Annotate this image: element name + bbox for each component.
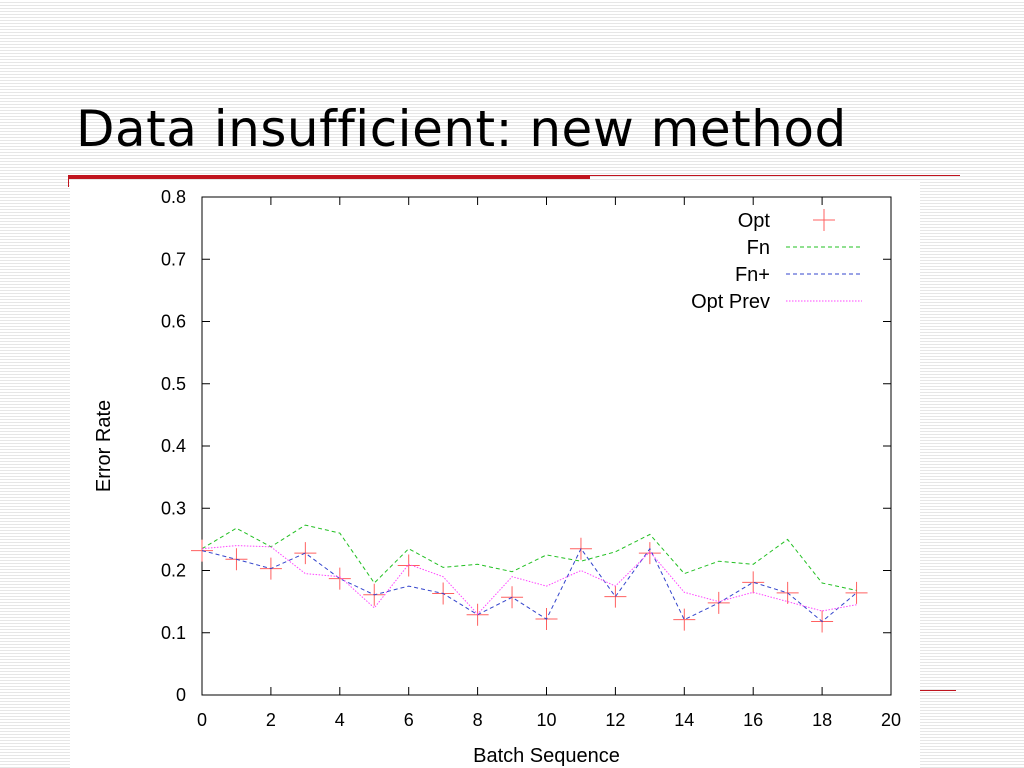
opt-point xyxy=(328,567,351,590)
bottom-accent-rule xyxy=(920,690,956,691)
x-tick-label: 12 xyxy=(605,710,625,730)
legend: Opt Fn Fn+ Opt Prev xyxy=(691,209,862,313)
title-underline-thin-rule xyxy=(590,175,960,176)
x-tick-label: 4 xyxy=(335,710,345,730)
y-tick-label: 0.4 xyxy=(161,436,186,456)
x-tick-label: 18 xyxy=(812,710,832,730)
x-axis: 0 2 4 6 8 10 12 14 16 18 20 xyxy=(197,197,901,730)
series-layer xyxy=(191,524,868,633)
y-tick-label: 0.7 xyxy=(161,249,186,269)
x-tick-label: 10 xyxy=(536,710,556,730)
opt-point xyxy=(742,571,765,594)
title-rule-tick xyxy=(68,175,69,187)
opt-prev-line xyxy=(201,545,857,615)
opt-point xyxy=(397,554,420,577)
error-rate-chart: 0 0.1 0.2 0.3 0.4 0.5 0.6 0.7 0.8 0 2 4 6 8 10 12 14 16 1… xyxy=(93,187,901,767)
x-axis-title: Batch Sequence xyxy=(473,745,620,767)
y-tick-label: 0.2 xyxy=(161,561,186,581)
y-tick-label: 0.5 xyxy=(161,374,186,394)
opt-point xyxy=(845,581,868,604)
y-tick-label: 0 xyxy=(176,685,186,705)
legend-label-opt: Opt xyxy=(738,210,771,232)
x-tick-label: 16 xyxy=(743,710,763,730)
chart-panel: 0 0.1 0.2 0.3 0.4 0.5 0.6 0.7 0.8 0 2 4 6 8 10 12 14 16 1… xyxy=(70,180,920,768)
opt-point xyxy=(638,542,661,565)
title-underline-rule xyxy=(68,175,590,179)
legend-label-fn-plus: Fn+ xyxy=(735,264,770,286)
opt-point xyxy=(604,585,627,608)
legend-label-fn: Fn xyxy=(747,237,770,259)
y-tick-label: 0.1 xyxy=(161,623,186,643)
y-axis: 0 0.1 0.2 0.3 0.4 0.5 0.6 0.7 0.8 xyxy=(161,187,891,705)
opt-point xyxy=(191,539,213,562)
x-tick-label: 6 xyxy=(404,710,414,730)
legend-label-opt-prev: Opt Prev xyxy=(691,291,770,313)
slide-title: Data insufficient: new method xyxy=(76,100,847,158)
y-axis-title: Error Rate xyxy=(93,400,115,492)
x-tick-label: 2 xyxy=(266,710,276,730)
y-tick-label: 0.8 xyxy=(161,187,186,207)
x-tick-label: 20 xyxy=(881,710,901,730)
opt-point xyxy=(673,608,696,631)
y-tick-label: 0.3 xyxy=(161,498,186,518)
legend-marker-opt xyxy=(813,209,835,231)
x-tick-label: 14 xyxy=(674,710,694,730)
x-tick-label: 8 xyxy=(473,710,483,730)
x-tick-label: 0 xyxy=(197,710,207,730)
fn-plus-line xyxy=(201,547,857,623)
y-tick-label: 0.6 xyxy=(161,312,186,332)
fn-line xyxy=(201,524,857,591)
